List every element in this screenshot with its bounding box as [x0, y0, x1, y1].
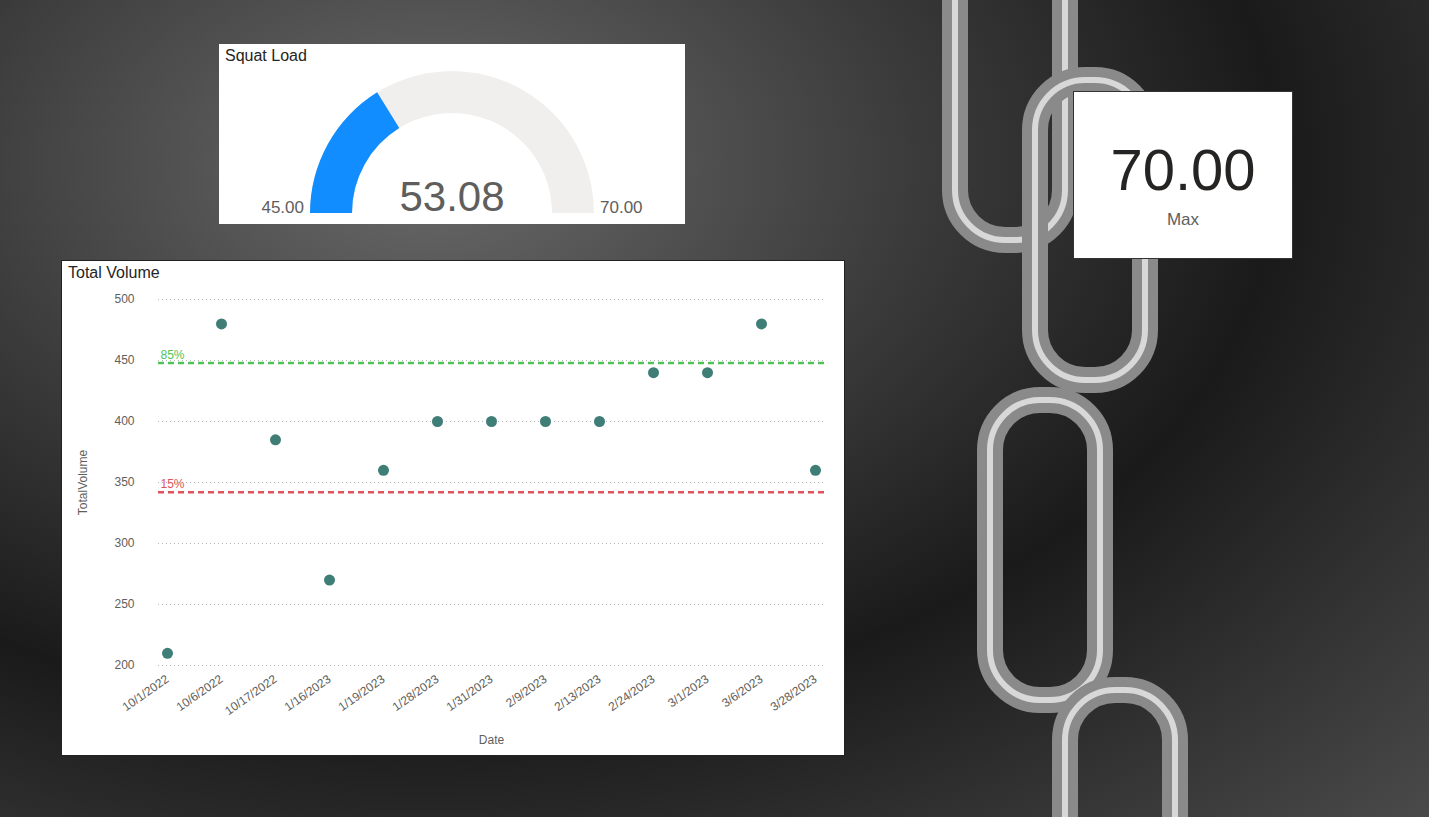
svg-text:45.00: 45.00 [261, 198, 304, 217]
svg-text:300: 300 [114, 536, 134, 550]
svg-text:10/17/2022: 10/17/2022 [222, 672, 279, 718]
svg-text:1/16/2023: 1/16/2023 [282, 672, 334, 714]
svg-text:15%: 15% [161, 477, 185, 491]
svg-text:70.00: 70.00 [600, 198, 643, 217]
svg-text:3/28/2023: 3/28/2023 [768, 672, 820, 714]
svg-text:1/19/2023: 1/19/2023 [336, 672, 388, 714]
svg-text:3/6/2023: 3/6/2023 [719, 672, 766, 710]
svg-text:500: 500 [114, 292, 134, 306]
html-text:Max: Max [1166, 210, 1200, 229]
html-text:Total Volume: Total Volume [68, 264, 160, 281]
svg-text:Date: Date [479, 733, 505, 747]
svg-text:2/13/2023: 2/13/2023 [552, 672, 604, 714]
svg-text:53.08: 53.08 [399, 173, 504, 220]
svg-text:250: 250 [114, 597, 134, 611]
svg-text:1/28/2023: 1/28/2023 [390, 672, 442, 714]
svg-text:TotalVolume: TotalVolume [76, 449, 90, 515]
html-text:70.00: 70.00 [1110, 137, 1256, 202]
svg-text:10/1/2022: 10/1/2022 [120, 672, 172, 714]
svg-text:450: 450 [114, 353, 134, 367]
svg-text:3/1/2023: 3/1/2023 [665, 672, 712, 710]
svg-text:2/9/2023: 2/9/2023 [503, 672, 550, 710]
svg-text:350: 350 [114, 475, 134, 489]
svg-text:2/24/2023: 2/24/2023 [606, 672, 658, 714]
svg-text:200: 200 [114, 658, 134, 672]
html-text:Squat Load: Squat Load [225, 47, 307, 64]
svg-text:1/31/2023: 1/31/2023 [444, 672, 496, 714]
svg-text:400: 400 [114, 414, 134, 428]
svg-text:85%: 85% [161, 348, 185, 362]
svg-text:10/6/2022: 10/6/2022 [174, 672, 226, 714]
